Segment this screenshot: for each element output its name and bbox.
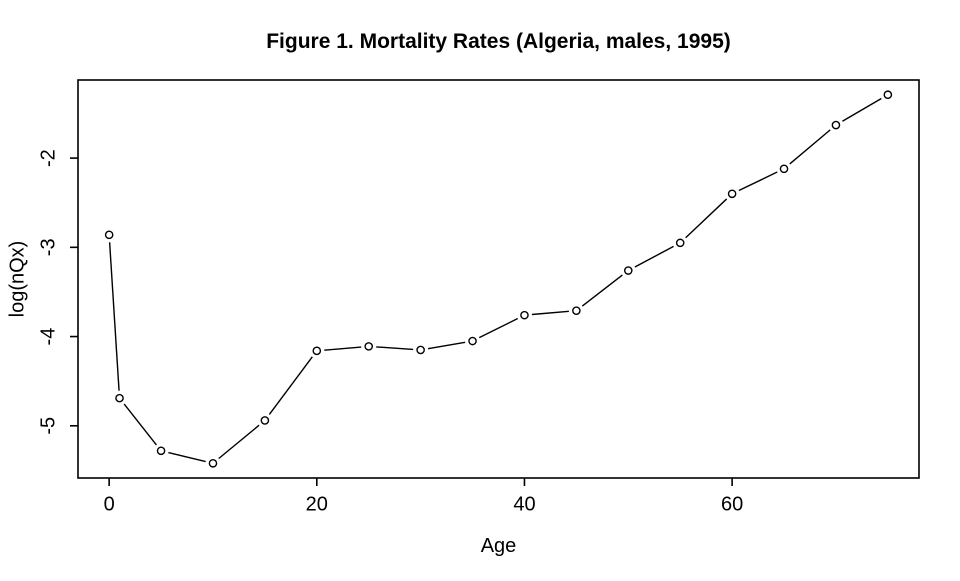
data-point-marker bbox=[520, 310, 529, 320]
series-line-segment bbox=[168, 451, 206, 463]
data-point-marker bbox=[779, 164, 789, 174]
series-line-segment bbox=[376, 346, 414, 351]
data-point-marker bbox=[115, 393, 124, 403]
series-line-segment bbox=[634, 245, 674, 268]
x-tick-label: 20 bbox=[306, 494, 328, 516]
x-axis-label: Age bbox=[481, 535, 517, 557]
data-point-marker bbox=[831, 120, 841, 130]
series-line-segment bbox=[789, 129, 831, 165]
data-point-marker bbox=[416, 345, 425, 355]
series-line-segment bbox=[685, 198, 728, 239]
data-point-marker bbox=[260, 416, 270, 425]
axis-ticks bbox=[70, 157, 733, 486]
chart-title: Figure 1. Mortality Rates (Algeria, male… bbox=[266, 30, 731, 53]
data-point-marker bbox=[312, 346, 322, 356]
y-tick-label: -3 bbox=[38, 238, 60, 256]
series-line-segment bbox=[842, 97, 882, 122]
y-axis-label: log(nQx) bbox=[7, 241, 29, 318]
data-point-marker bbox=[883, 90, 893, 100]
x-tick-label: 0 bbox=[104, 494, 115, 516]
series-line-segment bbox=[581, 274, 623, 307]
x-tick-label: 40 bbox=[513, 494, 535, 516]
y-tick-label: -4 bbox=[38, 328, 60, 346]
data-point-marker bbox=[208, 458, 218, 468]
data-point-marker bbox=[572, 306, 581, 315]
plot-box bbox=[77, 79, 920, 479]
data-point-marker bbox=[468, 336, 477, 346]
series-line-segment bbox=[738, 171, 778, 192]
series-line-segment bbox=[108, 242, 120, 391]
data-point-marker bbox=[104, 230, 114, 240]
x-tick-label: 60 bbox=[721, 494, 743, 516]
data-point-marker bbox=[156, 446, 166, 456]
data-point-marker bbox=[675, 238, 685, 248]
series-line-segment bbox=[531, 310, 569, 316]
axis-tick-labels: 0 20 40 60 -5 -4 -3 -2 bbox=[38, 149, 744, 515]
y-tick-label: -5 bbox=[38, 417, 60, 435]
series-line-segment bbox=[324, 346, 362, 351]
series-line-segment bbox=[427, 341, 466, 350]
series-line-segment bbox=[478, 317, 519, 339]
data-point-marker bbox=[364, 342, 374, 351]
data-point-marker bbox=[623, 266, 633, 275]
series-line-segment bbox=[268, 356, 313, 415]
data-point-marker bbox=[727, 189, 737, 199]
series-line-segment bbox=[218, 424, 260, 460]
y-tick-label: -2 bbox=[38, 149, 60, 167]
data-series bbox=[104, 90, 893, 468]
series-line-segment bbox=[123, 403, 157, 446]
